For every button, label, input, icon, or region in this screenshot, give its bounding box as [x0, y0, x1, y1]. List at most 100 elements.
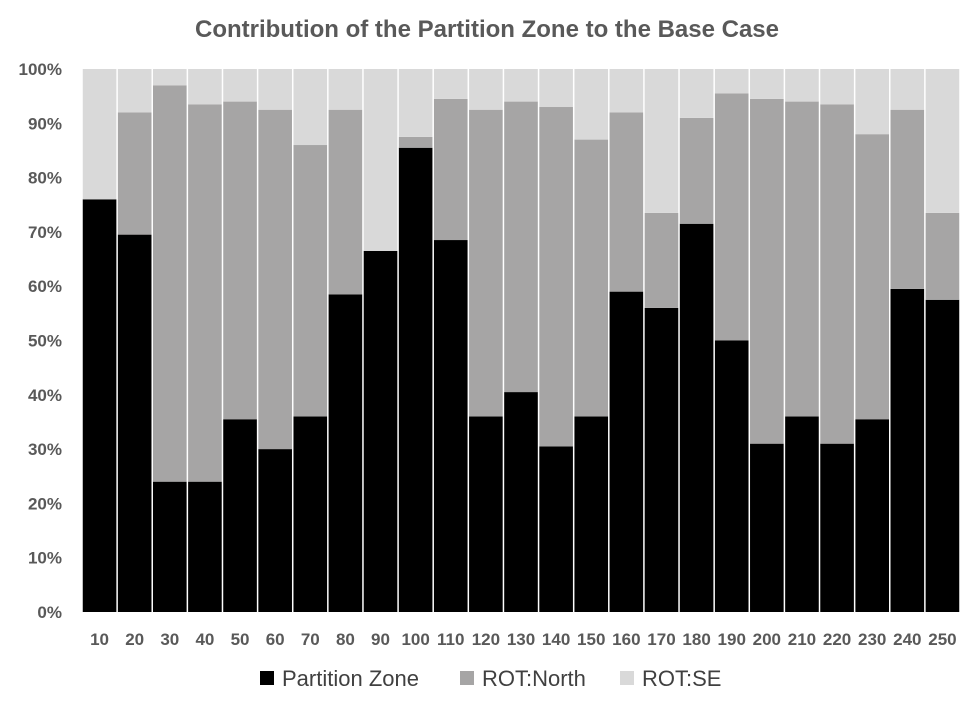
- bar-segment-80-series-1: [328, 109, 363, 295]
- bar-segment-20-series-2: [117, 69, 152, 113]
- bar-segment-50-series-2: [223, 69, 257, 102]
- bar-segment-160-series-1: [609, 112, 644, 292]
- legend-swatch-series-0: [260, 671, 274, 685]
- x-tick-label: 150: [577, 630, 605, 649]
- bar-segment-250-series-1: [925, 212, 960, 300]
- x-tick-label: 70: [301, 630, 320, 649]
- x-tick-label: 50: [231, 630, 250, 649]
- bar-segment-190-series-1: [714, 93, 749, 341]
- bar-segment-70-series-0: [293, 416, 328, 612]
- bar-segment-10-series-2: [82, 69, 117, 200]
- bar-segment-220-series-2: [820, 69, 854, 105]
- bar-segment-210-series-0: [785, 416, 819, 612]
- bar-segment-100-series-0: [398, 147, 433, 613]
- bar-segment-100-series-2: [398, 69, 433, 137]
- x-tick-label: 200: [753, 630, 781, 649]
- bar-segment-180-series-2: [679, 69, 714, 118]
- y-tick-label: 80%: [28, 169, 62, 188]
- x-tick-label: 220: [823, 630, 851, 649]
- bar-segment-100-series-1: [398, 136, 433, 148]
- bar-segment-220-series-1: [820, 104, 854, 444]
- x-tick-label: 210: [788, 630, 816, 649]
- bar-segment-180-series-0: [679, 223, 714, 612]
- x-tick-label: 60: [266, 630, 285, 649]
- bar-segment-30-series-1: [152, 85, 187, 482]
- bar-segment-30-series-2: [152, 69, 187, 86]
- bar-segment-140-series-2: [539, 69, 573, 108]
- bar-segment-150-series-1: [574, 139, 609, 417]
- y-tick-label: 0%: [37, 603, 62, 622]
- bar-segment-250-series-2: [925, 69, 960, 213]
- bar-segment-90-series-2: [363, 69, 398, 251]
- bar-segment-120-series-1: [469, 109, 503, 417]
- x-tick-label: 190: [718, 630, 746, 649]
- bar-segment-80-series-0: [328, 294, 363, 612]
- x-tick-label: 30: [160, 630, 179, 649]
- bar-segment-110-series-1: [433, 98, 468, 241]
- bar-segment-130-series-2: [504, 69, 538, 102]
- legend-swatch-series-2: [620, 671, 634, 685]
- y-tick-label: 10%: [28, 549, 62, 568]
- y-tick-label: 50%: [28, 332, 62, 351]
- plot-area: [82, 69, 960, 613]
- bar-segment-140-series-1: [539, 107, 573, 447]
- bar-segment-200-series-1: [750, 98, 784, 444]
- bar-segment-240-series-0: [890, 288, 925, 612]
- x-tick-label: 170: [647, 630, 675, 649]
- bar-segment-160-series-2: [609, 69, 644, 113]
- x-tick-label: 90: [371, 630, 390, 649]
- x-tick-label: 250: [928, 630, 956, 649]
- legend-label-series-2: ROT:SE: [642, 666, 721, 691]
- bar-segment-140-series-0: [539, 446, 573, 612]
- x-tick-label: 160: [612, 630, 640, 649]
- bar-segment-120-series-0: [469, 416, 503, 612]
- bar-segment-200-series-2: [750, 69, 784, 99]
- x-tick-label: 10: [90, 630, 109, 649]
- x-tick-label: 40: [195, 630, 214, 649]
- x-tick-label: 240: [893, 630, 921, 649]
- bar-segment-150-series-2: [574, 69, 609, 140]
- x-axis: 10 20 30 40 50 60 70 80 90 100 110 120 130 140 150 160 1…: [90, 630, 957, 649]
- bar-segment-220-series-0: [820, 443, 854, 612]
- bar-segment-200-series-0: [750, 443, 784, 612]
- bar-segment-170-series-1: [644, 212, 679, 308]
- y-tick-label: 20%: [28, 494, 62, 513]
- bar-segment-190-series-0: [714, 340, 749, 612]
- legend-label-series-0: Partition Zone: [282, 666, 419, 691]
- x-tick-label: 110: [437, 630, 464, 649]
- bar-segment-10-series-0: [82, 199, 117, 612]
- bar-segment-180-series-1: [679, 117, 714, 224]
- bar-segment-160-series-0: [609, 291, 644, 612]
- bar-segment-240-series-2: [890, 69, 925, 110]
- bar-segment-70-series-1: [293, 145, 328, 417]
- y-tick-label: 90%: [28, 114, 62, 133]
- bar-segment-60-series-1: [258, 109, 292, 450]
- y-axis: 0% 10% 20% 30% 40% 50% 60% 70% 80% 90% 100%: [19, 60, 62, 622]
- bar-segment-20-series-1: [117, 112, 152, 235]
- bar-segment-80-series-2: [328, 69, 363, 110]
- bar-segment-60-series-0: [258, 449, 292, 612]
- y-tick-label: 100%: [19, 60, 62, 79]
- bar-segment-190-series-2: [714, 69, 749, 94]
- bar-segment-210-series-2: [785, 69, 819, 102]
- bar-segment-40-series-0: [188, 481, 222, 612]
- bar-segment-70-series-2: [293, 69, 328, 146]
- legend: Partition Zone ROT:North ROT:SE: [260, 666, 721, 691]
- bar-segment-240-series-1: [890, 109, 925, 289]
- bar-segment-30-series-0: [152, 481, 187, 612]
- legend-swatch-series-1: [460, 671, 474, 685]
- bar-segment-20-series-0: [117, 234, 152, 612]
- bar-segment-40-series-2: [188, 69, 222, 105]
- x-tick-label: 120: [472, 630, 500, 649]
- x-tick-label: 180: [682, 630, 710, 649]
- chart-title: Contribution of the Partition Zone to th…: [195, 16, 779, 43]
- bar-segment-130-series-0: [504, 392, 538, 612]
- bar-segment-250-series-0: [925, 299, 960, 612]
- y-tick-label: 70%: [28, 223, 62, 242]
- bar-segment-230-series-2: [855, 69, 890, 135]
- y-tick-label: 40%: [28, 386, 62, 405]
- bar-segment-130-series-1: [504, 101, 538, 393]
- bar-segment-50-series-1: [223, 101, 257, 420]
